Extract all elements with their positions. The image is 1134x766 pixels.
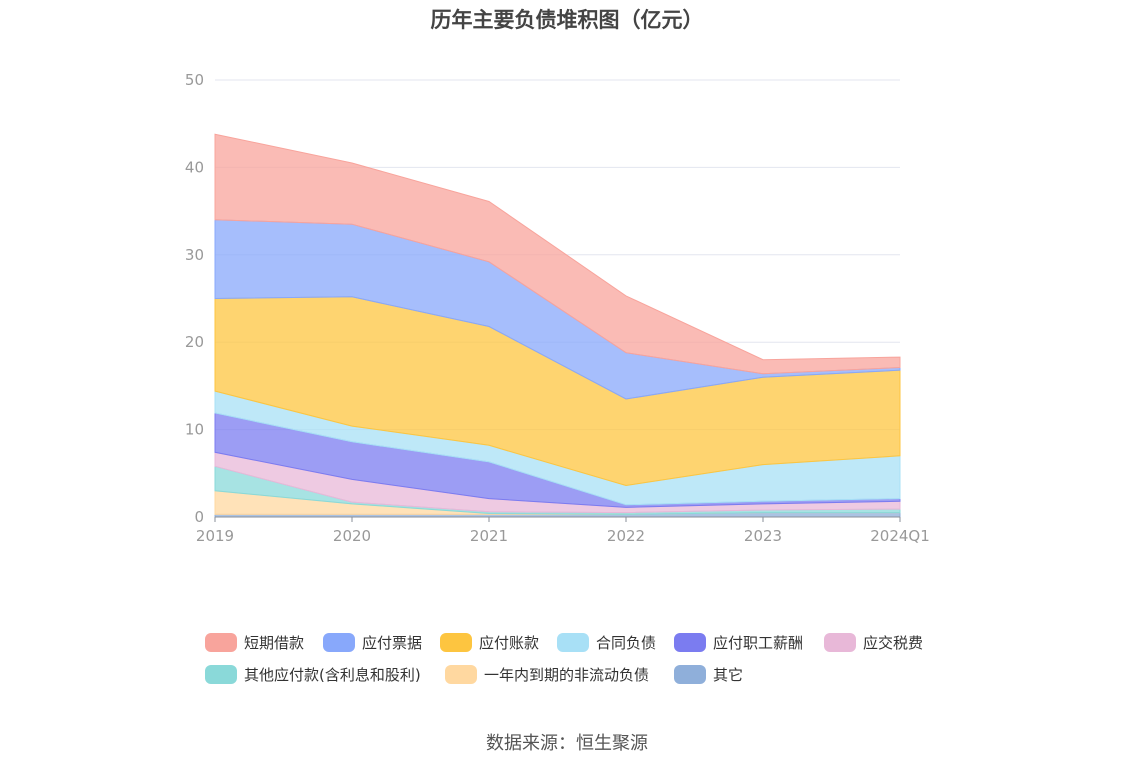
legend-item[interactable]: 应交税费 <box>824 632 923 653</box>
legend-item[interactable]: 合同负债 <box>557 632 656 653</box>
legend-swatch <box>824 633 856 652</box>
legend-item[interactable]: 一年内到期的非流动负债 <box>445 664 649 685</box>
legend-label: 合同负债 <box>596 634 657 652</box>
stacked-area-chart: 0 10 20 30 40 50 2019 2020 2021 2022 2023 2024Q1 <box>185 71 930 545</box>
legend-item[interactable]: 应付职工薪酬 <box>674 632 803 653</box>
x-tick-label: 2024Q1 <box>870 527 930 545</box>
legend-label: 其它 <box>713 666 744 684</box>
legend-item[interactable]: 应付账款 <box>440 632 539 653</box>
x-tick-label: 2020 <box>333 527 371 545</box>
legend-label: 一年内到期的非流动负债 <box>484 666 650 684</box>
x-tick-label: 2019 <box>196 527 234 545</box>
x-tick-label: 2022 <box>607 527 645 545</box>
legend-swatch <box>323 633 355 652</box>
legend-item[interactable]: 其他应付款(含利息和股利) <box>205 664 421 685</box>
legend-label: 应付职工薪酬 <box>713 634 804 652</box>
legend-label: 应付账款 <box>479 634 540 652</box>
legend-row: 其他应付款(含利息和股利) 一年内到期的非流动负债 其它 <box>0 664 1134 688</box>
legend-item[interactable]: 短期借款 <box>205 632 304 653</box>
area-短期借款 <box>214 133 901 375</box>
legend-swatch <box>674 633 706 652</box>
area-series <box>214 133 901 518</box>
legend-swatch <box>205 633 237 652</box>
legend-item[interactable]: 其它 <box>674 664 743 685</box>
y-tick-label: 0 <box>194 508 204 526</box>
y-tick-label: 40 <box>185 158 204 176</box>
legend-swatch <box>205 665 237 684</box>
legend-swatch <box>445 665 477 684</box>
y-tick-label: 10 <box>185 421 204 439</box>
y-tick-label: 50 <box>185 71 204 89</box>
x-tick-label: 2021 <box>470 527 508 545</box>
legend-row: 短期借款 应付票据 应付账款 合同负债 应付职工薪酬 应交税费 <box>0 632 1134 656</box>
legend-item[interactable]: 应付票据 <box>323 632 422 653</box>
y-tick-label: 30 <box>185 246 204 264</box>
legend-swatch <box>440 633 472 652</box>
x-tick-label: 2023 <box>744 527 782 545</box>
legend-swatch <box>557 633 589 652</box>
legend-swatch <box>674 665 706 684</box>
chart-title: 历年主要负债堆积图（亿元） <box>430 8 704 32</box>
legend-label: 应付票据 <box>362 634 423 652</box>
y-tick-label: 20 <box>185 333 204 351</box>
legend-label: 其他应付款(含利息和股利) <box>244 666 421 684</box>
data-source: 数据来源：恒生聚源 <box>486 733 648 754</box>
legend-label: 应交税费 <box>863 634 924 652</box>
axes: 0 10 20 30 40 50 2019 2020 2021 2022 2023 2024Q1 <box>185 71 930 545</box>
legend-label: 短期借款 <box>244 634 305 652</box>
